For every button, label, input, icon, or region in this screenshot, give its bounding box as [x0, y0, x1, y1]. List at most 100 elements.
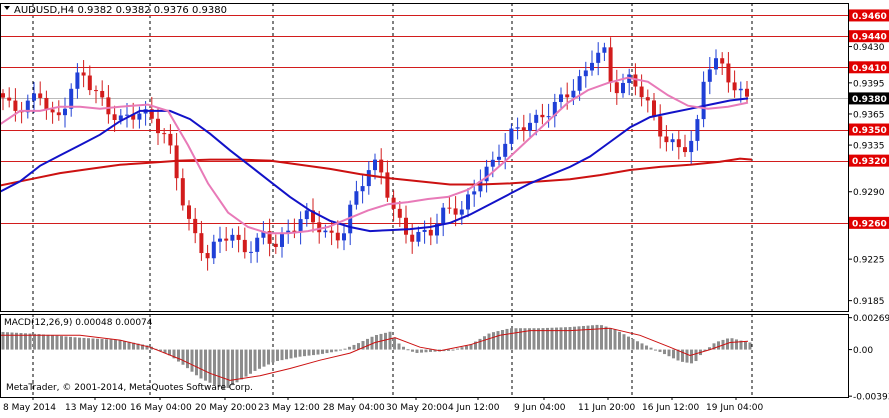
macd-bar [33, 333, 36, 350]
candle-body [149, 109, 154, 119]
candle-body [453, 208, 458, 215]
macd-bar [159, 349, 162, 351]
macd-bar [244, 349, 248, 377]
level-price-tag [849, 216, 889, 229]
candle-body [242, 239, 247, 253]
macd-bar [6, 332, 9, 350]
candle-body [509, 128, 514, 144]
candle-body [286, 230, 291, 233]
chart-dropdown-icon[interactable] [4, 6, 10, 10]
candle-body [56, 112, 61, 116]
candle-body [422, 229, 427, 232]
symbol-header: AUDUSD,H4 0.9382 0.9382 0.9376 0.9380 [14, 5, 227, 16]
candle-body [366, 170, 371, 187]
candle-body [100, 90, 105, 98]
macd-bar [559, 327, 563, 350]
macd-bar [10, 332, 14, 350]
macd-bar [379, 333, 383, 350]
macd-bar [411, 349, 414, 352]
macd-bar [222, 349, 225, 390]
macd-bar [1, 331, 5, 350]
macd-bar [73, 337, 77, 350]
macd-bar [676, 349, 680, 361]
macd-bar [681, 349, 684, 362]
macd-bar [132, 342, 135, 350]
level-price-tag [849, 154, 889, 167]
candle-body [162, 133, 167, 135]
macd-bar [352, 344, 356, 350]
macd-bar [348, 346, 351, 350]
candle-body [404, 217, 408, 235]
macd-bar [627, 336, 630, 350]
candle-body [44, 97, 49, 110]
macd-bar [177, 349, 180, 362]
time-tick-label: 4 Jun 12:00 [448, 403, 500, 413]
candle-body [379, 159, 384, 173]
macd-bar [276, 349, 279, 361]
time-tick-label: 19 Jun 04:00 [706, 403, 763, 413]
candle-body [236, 234, 241, 240]
candle-body [335, 232, 340, 241]
candle-body [7, 97, 12, 101]
price-tick-label: 0.9185 [853, 297, 885, 307]
level-price-tag [849, 9, 889, 22]
macd-bar [456, 348, 459, 350]
macd-bar [613, 329, 617, 350]
candle-body [323, 230, 328, 233]
candle-body [689, 140, 694, 153]
chart-frames [0, 3, 849, 398]
candle-body [38, 93, 43, 98]
candle-body [205, 253, 210, 259]
macd-bar [523, 328, 527, 350]
candle-body [534, 114, 539, 123]
macd-bar [370, 336, 374, 350]
candle-body [218, 238, 222, 242]
macd-bar [595, 324, 599, 350]
macd-bar [258, 349, 261, 369]
macd-bar [109, 339, 113, 350]
ma-fast-line [0, 76, 749, 235]
candle-body [745, 88, 749, 97]
candle-body [633, 74, 638, 87]
macd-bar [604, 326, 608, 350]
candle-body [497, 156, 501, 160]
macd-bar [343, 348, 347, 350]
macd-bar [145, 345, 149, 350]
price-tick-label: 0.9335 [853, 142, 885, 152]
time-tick-label: 16 May 04:00 [130, 403, 192, 413]
macd-bar [555, 327, 558, 350]
macd-bar [78, 337, 81, 350]
macd-bar [586, 325, 590, 350]
candle-body [94, 90, 98, 92]
time-tick-label: 28 May 04:00 [323, 403, 385, 413]
candle-body [559, 94, 563, 102]
macd-bar [492, 332, 495, 350]
macd-bar [433, 349, 437, 352]
macd-bar [330, 349, 333, 353]
macd-bar [105, 339, 108, 350]
macd-bar [717, 341, 720, 350]
macd-bar [663, 349, 666, 355]
candle-body [528, 122, 532, 131]
macd-bar [478, 338, 482, 350]
current-price-tag [849, 92, 889, 105]
candle-body [81, 72, 86, 76]
price-tick-label: 0.9395 [853, 79, 885, 89]
candle-body [255, 237, 260, 252]
candle-body [298, 219, 303, 233]
macd-bar [726, 338, 729, 350]
candle-body [118, 115, 123, 120]
candle-body [441, 207, 446, 224]
candle-body [13, 100, 18, 111]
candle-body [565, 94, 570, 98]
macd-bar [204, 349, 207, 381]
macd-bar [451, 349, 455, 351]
candle-body [292, 230, 297, 233]
macd-bar [496, 331, 500, 350]
macd-bar [658, 349, 662, 352]
macd-bar [582, 325, 585, 350]
candle-body [87, 75, 92, 91]
candle-body [342, 233, 346, 241]
macd-bar [357, 343, 360, 350]
